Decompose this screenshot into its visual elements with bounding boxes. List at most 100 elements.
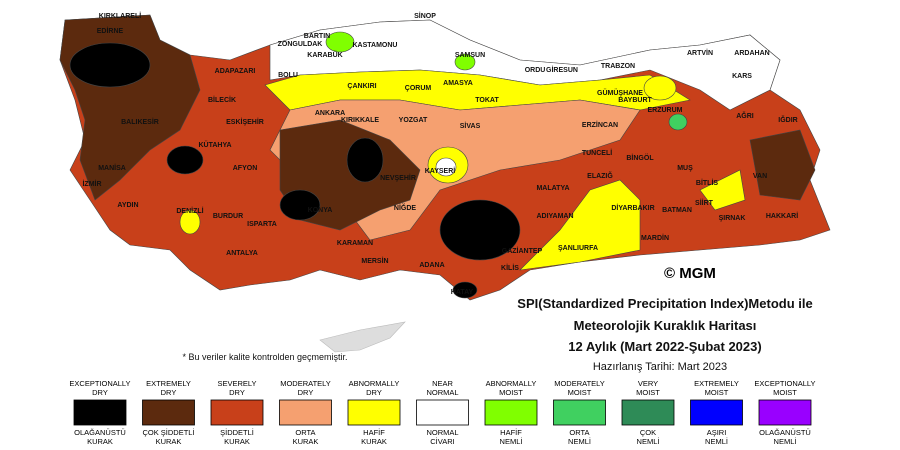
legend-label-tr: NEMLİ [637, 437, 660, 446]
legend-label-en: NORMAL [426, 388, 458, 397]
city-label: İZMİR [82, 180, 101, 188]
city-label: IĞDIR [778, 115, 797, 124]
city-label: BATMAN [662, 207, 692, 214]
city-label: NİĞDE [394, 203, 417, 212]
legend-label-tr: CİVARI [430, 437, 454, 446]
legend-label-tr: ÇOK ŞİDDETLİ [142, 428, 194, 437]
city-label: YOZGAT [399, 117, 428, 124]
city-label: BURDUR [213, 213, 243, 220]
city-label: MUŞ [677, 165, 693, 172]
legend-label-en: ABNORMALLY [486, 379, 537, 388]
legend-label-tr: ORTA [295, 428, 315, 437]
legend-label-tr: OLAĞANÜSTÜ [759, 428, 811, 437]
city-label: VAN [753, 173, 767, 180]
city-label: SİNOP [414, 12, 436, 20]
legend-swatch [553, 399, 606, 426]
legend-label-en: EXTREMELY [146, 379, 191, 388]
city-label: MANİSA [98, 164, 126, 172]
legend-label-tr: KURAK [156, 437, 182, 446]
city-label: HAKKARİ [766, 212, 798, 220]
city-label: AFYON [233, 165, 258, 172]
city-label: KARABÜK [307, 50, 342, 59]
legend-swatch [484, 399, 538, 426]
legend-label-en: MOIST [705, 388, 729, 397]
city-label: BİTLİS [696, 179, 718, 187]
city-label: HATAY [451, 289, 474, 296]
legend-label-tr: HAFİF [500, 428, 522, 437]
legend-label-tr: ŞİDDETLİ [220, 428, 254, 437]
city-label: DİYARBAKIR [611, 204, 654, 212]
title-line-2: Meteorolojik Kuraklık Haritası [574, 318, 757, 333]
moist-samsun [454, 53, 476, 71]
dry-antalya [179, 209, 201, 235]
legend-swatch [347, 399, 401, 426]
city-label: SİVAS [460, 122, 481, 130]
legend-swatch [690, 399, 743, 426]
legend-label-tr: KURAK [361, 437, 387, 446]
legend-label-tr: KURAK [224, 437, 250, 446]
city-label: KIRKLARELİ [99, 12, 141, 20]
copyright: © MGM [664, 265, 716, 282]
legend-swatch [621, 399, 675, 426]
city-label: AYDIN [117, 202, 138, 209]
city-label: TOKAT [475, 97, 499, 104]
legend-label-en: DRY [366, 388, 382, 397]
legend-label-en: DRY [161, 388, 177, 397]
dry-lake-van [699, 169, 746, 211]
legend-swatch [73, 399, 127, 426]
title-line-3: 12 Aylık (Mart 2022-Şubat 2023) [568, 339, 761, 354]
city-label: ŞIRNAK [719, 215, 746, 222]
legend-swatch [279, 399, 332, 426]
legend-label-en: ABNORMALLY [349, 379, 400, 388]
city-label: NEVŞEHİR [380, 174, 416, 182]
city-label: SİİRT [695, 199, 714, 207]
city-label: AMASYA [443, 80, 473, 87]
legend-label-tr: ÇOK [640, 428, 656, 437]
exceptionally-dry-antakya [452, 281, 478, 299]
legend-label-en: MOIST [636, 388, 660, 397]
extremely-dry-east [749, 129, 816, 201]
legend-label-en: MODERATELY [280, 379, 331, 388]
city-label: ARDAHAN [734, 50, 769, 57]
city-label: MARDİN [641, 234, 669, 242]
legend-label-tr: NEMLİ [568, 437, 591, 446]
city-label: BALIKESİR [121, 118, 159, 126]
city-label: BOLU [278, 72, 298, 79]
city-label: GİRESUN [546, 66, 578, 74]
city-label: ELAZIĞ [587, 171, 613, 180]
legend-label-tr: NEMLİ [500, 437, 523, 446]
legend-label-en: SEVERELY [217, 379, 256, 388]
city-label: ÇANKIRI [347, 83, 376, 90]
dry-bayburt [643, 75, 677, 101]
legend-label-en: DRY [298, 388, 314, 397]
legend-label-tr: KURAK [293, 437, 319, 446]
legend-label-en: MOIST [773, 388, 797, 397]
city-label: DENİZLİ [176, 207, 203, 215]
city-label: ADIYAMAN [536, 213, 573, 220]
legend-swatch [416, 399, 469, 426]
legend-swatch [210, 399, 264, 426]
legend-swatch [142, 399, 195, 426]
legend-label-en: DRY [229, 388, 245, 397]
city-label: AĞRI [736, 111, 754, 120]
legend-label-tr: KURAK [87, 437, 113, 446]
legend-label-tr: ORTA [569, 428, 589, 437]
prepared-date: Hazırlanış Tarihi: Mart 2023 [593, 361, 727, 373]
legend-label-tr: AŞIRI [707, 428, 727, 437]
legend-label-en: MOIST [499, 388, 523, 397]
legend-label-en: NEAR [432, 379, 453, 388]
legend-label-en: MODERATELY [554, 379, 605, 388]
legend: EXCEPTIONALLYDRYOLAĞANÜSTÜKURAKEXTREMELY… [69, 379, 815, 446]
city-label: KONYA [308, 207, 333, 214]
legend-label-tr: OLAĞANÜSTÜ [74, 428, 126, 437]
city-label: ADANA [419, 262, 444, 269]
legend-label-tr: NEMLİ [774, 437, 797, 446]
city-label: TRABZON [601, 63, 635, 70]
normal-kayseri [435, 157, 457, 177]
legend-label-en: EXCEPTIONALLY [754, 379, 815, 388]
city-label: EDİRNE [97, 27, 124, 35]
city-label: ESKİŞEHİR [226, 118, 264, 126]
city-label: ZONGULDAK [278, 41, 323, 48]
city-label: ŞANLIURFA [558, 245, 598, 252]
legend-label-en: EXTREMELY [694, 379, 739, 388]
